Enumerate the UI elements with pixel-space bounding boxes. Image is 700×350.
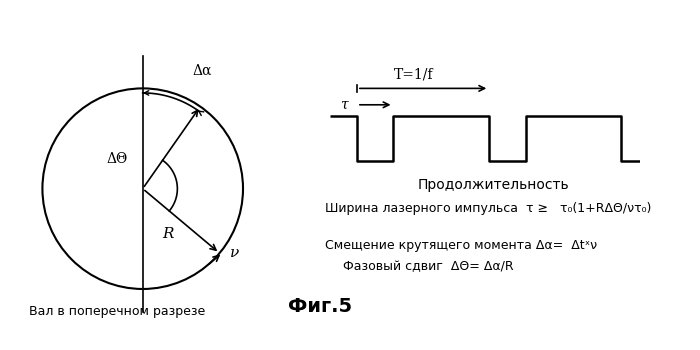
Text: ν: ν — [230, 246, 239, 260]
Text: Ширина лазерного импульса  τ ≥   τ₀(1+RΔΘ/ντ₀): Ширина лазерного импульса τ ≥ τ₀(1+RΔΘ/ν… — [325, 202, 652, 215]
Text: Продолжительность: Продолжительность — [418, 178, 570, 192]
Text: Фиг.5: Фиг.5 — [288, 298, 353, 316]
Text: Вал в поперечном разрезе: Вал в поперечном разрезе — [29, 305, 205, 318]
Text: ΔΘ: ΔΘ — [106, 153, 128, 167]
Text: Δα: Δα — [193, 63, 211, 77]
Text: τ: τ — [340, 98, 348, 112]
Text: R: R — [162, 227, 174, 241]
Text: Смещение крутящего момента Δα=  Δtˣν: Смещение крутящего момента Δα= Δtˣν — [325, 239, 597, 252]
Text: T=1/f: T=1/f — [394, 67, 434, 81]
Text: Фазовый сдвиг  ΔΘ= Δα/R: Фазовый сдвиг ΔΘ= Δα/R — [343, 260, 514, 273]
